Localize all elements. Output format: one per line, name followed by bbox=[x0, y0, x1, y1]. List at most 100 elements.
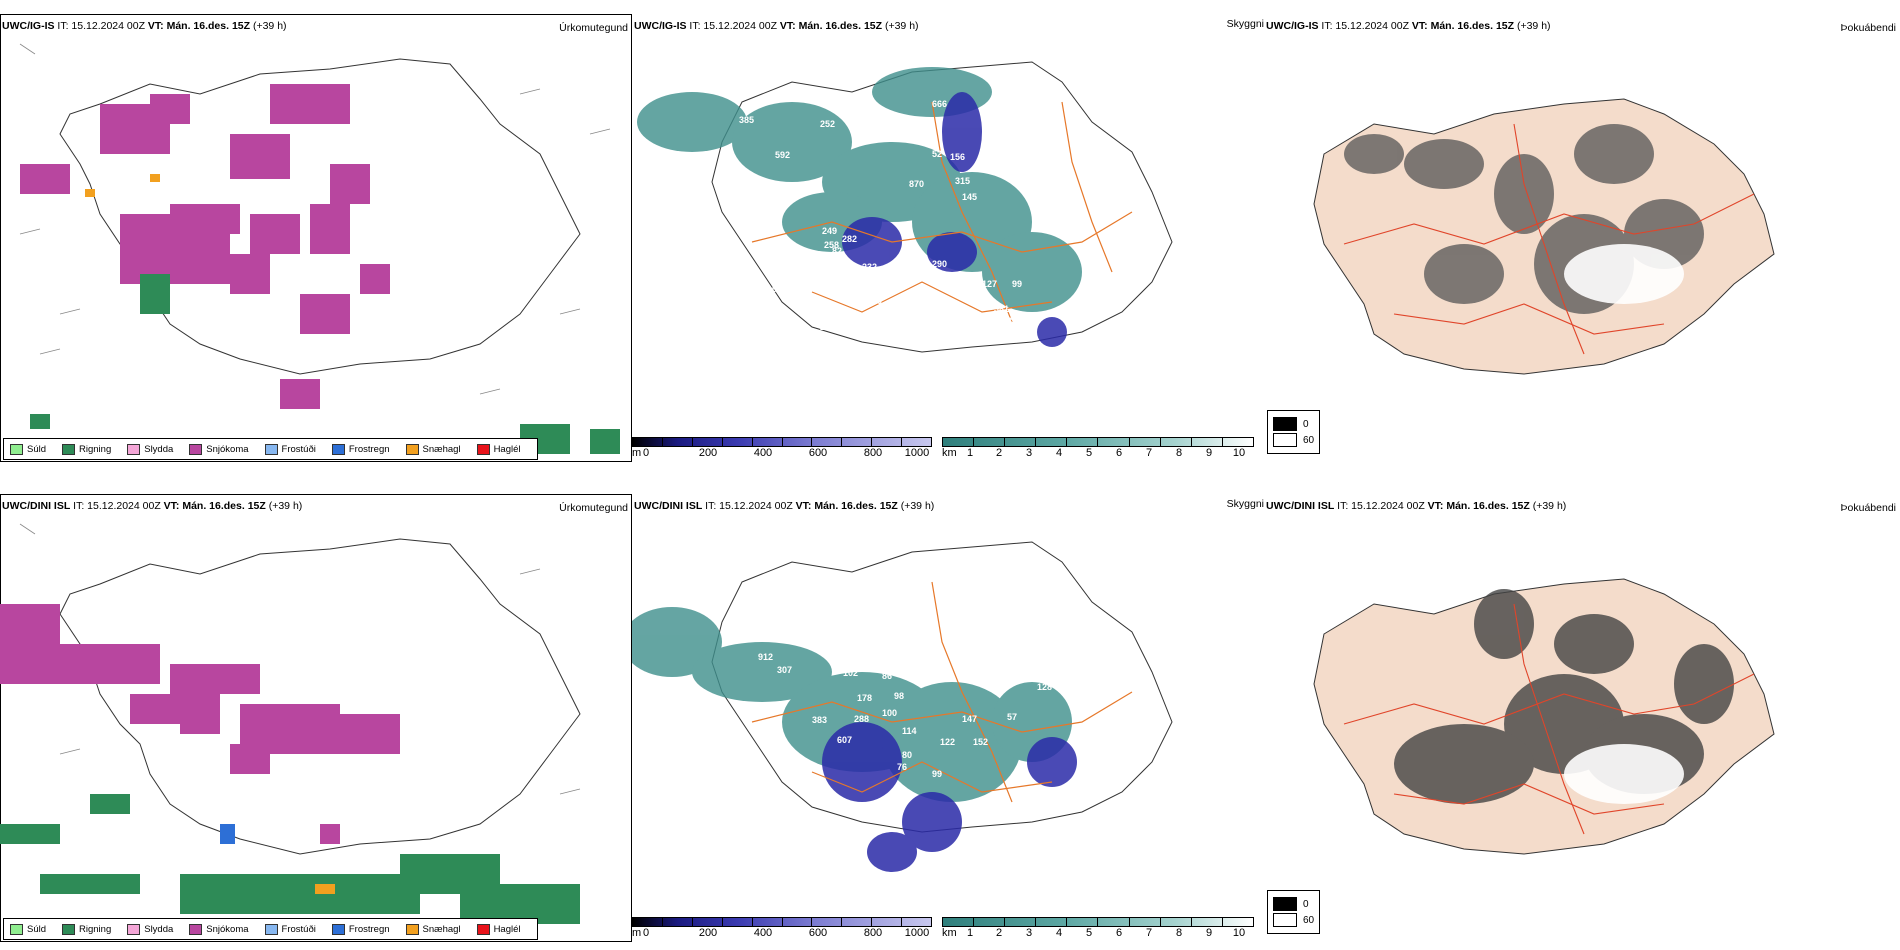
header-precip-top: UWC/IG-IS IT: 15.12.2024 00Z VT: Mán. 16… bbox=[2, 20, 287, 32]
header-precip-bottom: UWC/DINI ISL IT: 15.12.2024 00Z VT: Mán.… bbox=[2, 500, 303, 512]
fog-legend-bottom: 0 60 bbox=[1267, 890, 1321, 934]
precip-map-bottom bbox=[0, 494, 632, 942]
svg-text:288: 288 bbox=[854, 714, 869, 724]
legend-item: Súld bbox=[10, 443, 46, 455]
precip-legend-bottom: Súld Rigning Slydda Snjókoma Frostúði Fr… bbox=[3, 918, 538, 940]
svg-text:290: 290 bbox=[932, 259, 947, 269]
visibility-scale-bottom: km 1 2 3 4 5 6 7 8 9 10 bbox=[942, 917, 1254, 940]
precip-type-panel-top: UWC/IG-IS IT: 15.12.2024 00Z VT: Mán. 16… bbox=[0, 14, 632, 462]
fog-panel-label: Þokuábendi bbox=[1840, 502, 1896, 514]
svg-text:103: 103 bbox=[864, 664, 879, 674]
svg-text:129: 129 bbox=[792, 299, 807, 309]
height-scale-ticks: m 0 200 400 600 800 1000 bbox=[632, 447, 930, 459]
height-scale-top: m 0 200 400 600 800 1000 bbox=[632, 437, 932, 460]
svg-text:183: 183 bbox=[1000, 673, 1015, 683]
svg-text:128: 128 bbox=[1037, 682, 1052, 692]
svg-text:52: 52 bbox=[932, 149, 942, 159]
svg-text:319: 319 bbox=[807, 256, 822, 266]
visibility-values-top: 385 592 262 252 666 156 176 315 145 52 8… bbox=[652, 99, 1022, 404]
svg-text:666: 666 bbox=[932, 99, 947, 109]
precip-map-top bbox=[0, 14, 632, 462]
header-fog-top: UWC/IG-IS IT: 15.12.2024 00Z VT: Mán. 16… bbox=[1266, 20, 1551, 32]
fog-legend-top: 0 60 bbox=[1267, 410, 1321, 454]
fog-panel-label: Þokuábendi bbox=[1840, 22, 1896, 34]
svg-text:123: 123 bbox=[1010, 658, 1025, 668]
visibility-values-bottom: 912 307 102 103 86 98 178 152 92 375 123… bbox=[758, 625, 1052, 779]
legend-item: Frostúði bbox=[264, 923, 316, 935]
svg-text:252: 252 bbox=[820, 119, 835, 129]
svg-text:383: 383 bbox=[812, 715, 827, 725]
svg-text:178: 178 bbox=[857, 693, 872, 703]
svg-text:592: 592 bbox=[775, 150, 790, 160]
vis-panel-label: Skyggni bbox=[1226, 498, 1264, 510]
svg-text:80: 80 bbox=[902, 750, 912, 760]
visibility-map-bottom: 912 307 102 103 86 98 178 152 92 375 123… bbox=[632, 541, 1173, 872]
svg-text:99: 99 bbox=[932, 769, 942, 779]
visibility-panel-top: UWC/IG-IS IT: 15.12.2024 00Z VT: Mán. 16… bbox=[632, 14, 1264, 462]
svg-text:155: 155 bbox=[812, 309, 827, 319]
svg-text:122: 122 bbox=[940, 737, 955, 747]
precip-panel-label: Úrkomutegund bbox=[559, 22, 628, 34]
svg-text:176: 176 bbox=[977, 164, 992, 174]
fog-map-bottom bbox=[1313, 578, 1775, 855]
svg-text:998: 998 bbox=[965, 329, 980, 339]
svg-text:156: 156 bbox=[950, 152, 965, 162]
svg-text:607: 607 bbox=[837, 735, 852, 745]
visibility-panel-bottom: UWC/DINI ISL IT: 15.12.2024 00Z VT: Mán.… bbox=[632, 494, 1264, 942]
svg-text:127: 127 bbox=[982, 279, 997, 289]
precip-panel-label: Úrkomutegund bbox=[559, 502, 628, 514]
svg-text:419: 419 bbox=[917, 316, 932, 326]
legend-item: Snæhagl bbox=[405, 923, 461, 935]
svg-text:232: 232 bbox=[862, 262, 877, 272]
svg-text:238: 238 bbox=[997, 316, 1012, 326]
svg-text:114: 114 bbox=[902, 726, 917, 736]
legend-item: Haglél bbox=[476, 923, 521, 935]
svg-text:98: 98 bbox=[894, 691, 904, 701]
svg-text:249: 249 bbox=[822, 226, 837, 236]
precip-legend-top: Súld Rigning Slydda Snjókoma Frostúði Fr… bbox=[3, 438, 538, 460]
svg-text:912: 912 bbox=[758, 652, 773, 662]
fog-panel-bottom: UWC/DINI ISL IT: 15.12.2024 00Z VT: Mán.… bbox=[1264, 494, 1900, 942]
svg-text:385: 385 bbox=[739, 115, 754, 125]
svg-text:381: 381 bbox=[994, 304, 1009, 314]
visibility-scale-top: km 1 2 3 4 5 6 7 8 9 10 bbox=[942, 437, 1254, 460]
svg-text:147: 147 bbox=[962, 714, 977, 724]
lead-time: (+39 h) bbox=[252, 20, 287, 32]
svg-text:282: 282 bbox=[842, 234, 857, 244]
svg-text:86: 86 bbox=[882, 671, 892, 681]
fog-panel-top: UWC/IG-IS IT: 15.12.2024 00Z VT: Mán. 16… bbox=[1264, 14, 1900, 462]
legend-item: Slydda bbox=[127, 443, 173, 455]
svg-text:102: 102 bbox=[843, 668, 858, 678]
svg-text:59: 59 bbox=[900, 298, 910, 308]
legend-item: Súld bbox=[10, 923, 46, 935]
svg-text:315: 315 bbox=[955, 176, 970, 186]
svg-text:108: 108 bbox=[767, 284, 782, 294]
legend-item: Frostregn bbox=[331, 443, 390, 455]
visibility-scale-ticks: km 1 2 3 4 5 6 7 8 9 10 bbox=[942, 447, 1246, 459]
precip-type-panel-bottom: UWC/DINI ISL IT: 15.12.2024 00Z VT: Mán.… bbox=[0, 494, 632, 942]
vis-panel-label: Skyggni bbox=[1226, 18, 1264, 30]
legend-item: Frostúði bbox=[264, 443, 316, 455]
svg-text:100: 100 bbox=[882, 708, 897, 718]
svg-text:99: 99 bbox=[1012, 279, 1022, 289]
legend-item: Snjókoma bbox=[189, 923, 249, 935]
svg-text:262: 262 bbox=[652, 159, 667, 169]
svg-text:57: 57 bbox=[1007, 712, 1017, 722]
legend-item: Slydda bbox=[127, 923, 173, 935]
svg-text:76: 76 bbox=[897, 762, 907, 772]
header-vis-top: UWC/IG-IS IT: 15.12.2024 00Z VT: Mán. 16… bbox=[634, 20, 919, 32]
height-scale-bottom: m 0 200 400 600 800 1000 bbox=[632, 917, 932, 940]
header-vis-bottom: UWC/DINI ISL IT: 15.12.2024 00Z VT: Mán.… bbox=[634, 500, 935, 512]
header-fog-bottom: UWC/DINI ISL IT: 15.12.2024 00Z VT: Mán.… bbox=[1266, 500, 1567, 512]
svg-text:152: 152 bbox=[942, 625, 957, 635]
svg-text:258: 258 bbox=[824, 240, 839, 250]
svg-text:152: 152 bbox=[973, 737, 988, 747]
valid-time: VT: Mán. 16.des. 15Z bbox=[147, 20, 251, 32]
legend-item: Snjókoma bbox=[189, 443, 249, 455]
svg-text:170: 170 bbox=[867, 296, 882, 306]
svg-text:82: 82 bbox=[832, 246, 842, 256]
legend-item: Haglél bbox=[476, 443, 521, 455]
svg-text:870: 870 bbox=[909, 179, 924, 189]
legend-item: Rigning bbox=[62, 923, 111, 935]
legend-item: Frostregn bbox=[331, 923, 390, 935]
